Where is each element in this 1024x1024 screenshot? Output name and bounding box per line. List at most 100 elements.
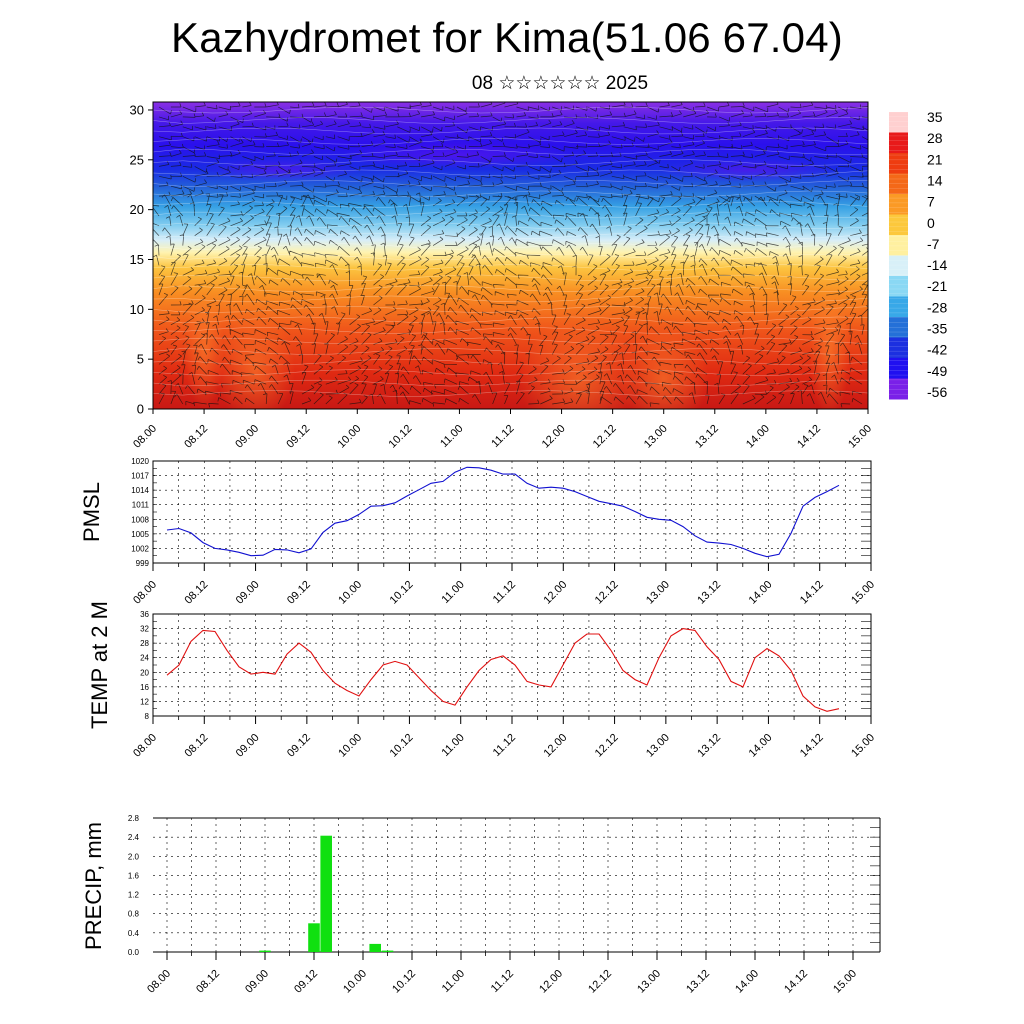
colorbar-swatch xyxy=(889,276,908,297)
x-tick-label: 11.00 xyxy=(439,579,466,606)
y-tick-label: 8 xyxy=(145,712,150,721)
isotherms xyxy=(153,106,868,397)
cold-core xyxy=(658,157,839,182)
y-tick-label: 1.2 xyxy=(128,891,140,900)
colorbar-label: 14 xyxy=(927,172,943,188)
y-tick-label: 30 xyxy=(130,102,144,117)
y-tick-label: 25 xyxy=(130,152,144,167)
x-tick-label: 11.00 xyxy=(439,732,466,759)
y-tick-label: 24 xyxy=(140,654,149,663)
colorbar-label: -14 xyxy=(927,257,947,273)
colorbar-swatch xyxy=(889,173,908,195)
panel-frame xyxy=(152,613,872,717)
colorbar-label: 35 xyxy=(927,109,943,125)
x-tick-label: 15.00 xyxy=(846,423,874,451)
y-axis-label: TEMP at 2 M xyxy=(87,601,112,729)
x-tick-label: 08.12 xyxy=(182,732,210,760)
y-tick-label: 20 xyxy=(140,668,149,677)
y-axis-label: PRECIP, mm xyxy=(81,822,106,950)
colorbar-swatch xyxy=(889,255,908,277)
x-tick-label: 13.00 xyxy=(644,579,672,607)
temp-2m-panel: 8 12 16 20 24 28 32 36 08.00 08.12 09.00 09.12 10.00… xyxy=(87,601,877,760)
colorbar-swatch xyxy=(889,194,908,215)
y-tick-label: 15 xyxy=(130,252,144,267)
x-tick-label: 12.00 xyxy=(541,732,569,760)
precip-bar xyxy=(259,950,271,952)
x-tick-label: 08.12 xyxy=(194,968,222,996)
x-tick-label: 09.00 xyxy=(243,968,271,996)
x-tick-label: 11.00 xyxy=(440,968,467,995)
x-tick-label: 08.00 xyxy=(131,732,159,760)
colorbar-label: -21 xyxy=(927,278,947,294)
colorbar-swatch xyxy=(889,112,908,133)
x-tick-label: 09.00 xyxy=(234,732,262,760)
x-tick-label: 13.12 xyxy=(693,423,721,451)
x-tick-label: 10.00 xyxy=(335,423,363,451)
warm-core xyxy=(215,314,296,409)
colorbar-label: -35 xyxy=(927,321,947,337)
temp-series-line xyxy=(166,628,840,712)
precip-panel: 0.0 0.4 0.8 1.2 1.6 2.0 2.4 2.8 08.00 08.12 09.00 0… xyxy=(81,814,881,996)
warm-core xyxy=(618,329,709,409)
y-tick-label: 0.4 xyxy=(128,929,140,938)
y-tick-label: 10 xyxy=(130,302,144,317)
wind-barb-set xyxy=(153,102,868,408)
x-tick-label: 12.12 xyxy=(591,423,619,451)
y-tick-label: 0.8 xyxy=(128,910,140,919)
precip-bar xyxy=(369,943,381,952)
x-tick-label: 12.00 xyxy=(541,579,569,607)
colorbar-label: 28 xyxy=(927,130,943,146)
x-tick-label: 11.00 xyxy=(438,423,465,450)
y-tick-label: 28 xyxy=(140,639,149,648)
x-tick-label: 10.12 xyxy=(387,423,415,451)
y-tick-label: 2.8 xyxy=(128,814,140,823)
colorbar-label: 0 xyxy=(927,215,935,231)
y-tick-label: 1005 xyxy=(131,530,149,539)
x-tick-label: 12.00 xyxy=(540,423,568,451)
x-tick-label: 11.12 xyxy=(491,579,518,606)
x-tick-label: 14.12 xyxy=(798,732,826,760)
x-tick-label: 13.12 xyxy=(684,968,712,996)
x-tick-label: 11.12 xyxy=(489,968,516,995)
x-tick-label: 15.00 xyxy=(849,579,877,607)
precip-bar xyxy=(320,835,332,952)
colorbar-label: -42 xyxy=(927,342,947,358)
x-tick-label: 08.12 xyxy=(182,579,210,607)
precip-bar xyxy=(308,923,320,952)
colorbar-swatch xyxy=(889,317,908,338)
x-tick-label: 14.12 xyxy=(782,968,810,996)
cold-core xyxy=(200,157,361,182)
x-tick-label: 08.00 xyxy=(131,579,159,607)
panel-frame xyxy=(152,460,872,564)
x-tick-label: 09.00 xyxy=(234,579,262,607)
y-tick-label: 0.0 xyxy=(128,948,140,957)
colorbar-label: -7 xyxy=(927,236,940,252)
x-tick-label: 09.12 xyxy=(285,732,313,760)
y-tick-label: 1017 xyxy=(131,472,149,481)
precip-bar xyxy=(381,950,394,952)
colorbar-label: 21 xyxy=(927,151,943,167)
x-tick-label: 09.12 xyxy=(285,579,313,607)
grid xyxy=(152,614,872,716)
colorbar-swatch xyxy=(889,378,908,400)
colorbar-swatch xyxy=(889,296,908,318)
x-tick-label: 13.12 xyxy=(695,732,723,760)
x-tick-label: 13.00 xyxy=(635,968,663,996)
x-tick-label: 09.12 xyxy=(284,423,312,451)
pmsl-panel: 999 1002 1005 1008 1011 1014 1017 1020 08.00 08.1… xyxy=(79,457,877,607)
heatmap-shading xyxy=(184,140,850,409)
x-tick-label: 14.12 xyxy=(798,579,826,607)
x-tick-label: 10.12 xyxy=(390,968,418,996)
x-tick-label: 08.12 xyxy=(182,423,210,451)
grid xyxy=(152,461,872,563)
colorbar-swatch xyxy=(889,153,908,174)
x-tick-label: 14.00 xyxy=(744,423,772,451)
chart-title: Kazhydromet for Kima(51.06 67.04) xyxy=(171,14,843,61)
colorbar-label: -56 xyxy=(927,384,947,400)
x-tick-label: 11.12 xyxy=(491,732,518,759)
x-tick-label: 14.12 xyxy=(795,423,823,451)
colorbar-swatch xyxy=(889,337,908,359)
x-tick-label: 10.12 xyxy=(388,579,416,607)
y-tick-label: 5 xyxy=(137,352,144,367)
